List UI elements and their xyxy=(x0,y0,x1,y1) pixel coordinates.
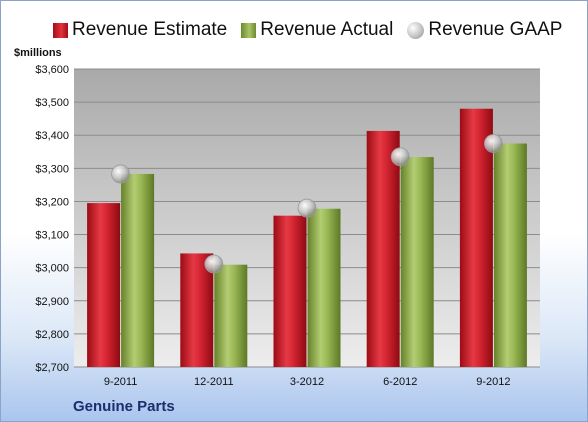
y-tick-label: $3,000 xyxy=(35,263,69,275)
y-tick-label: $2,700 xyxy=(35,362,69,374)
legend-label-gaap: Revenue GAAP xyxy=(428,19,563,40)
legend-label-estimate: Revenue Estimate xyxy=(72,19,228,40)
point-revenue-gaap xyxy=(297,198,317,218)
bar-revenue-actual xyxy=(400,157,434,367)
legend-swatch-gaap xyxy=(407,21,425,39)
y-tick-label: $2,900 xyxy=(35,296,69,308)
bar-revenue-actual xyxy=(493,143,527,367)
bar-revenue-estimate xyxy=(180,253,214,367)
bar-revenue-estimate xyxy=(366,130,400,367)
point-revenue-gaap xyxy=(390,147,410,167)
legend: Revenue Estimate Revenue Actual Revenue … xyxy=(53,18,576,42)
y-tick-label: $3,500 xyxy=(35,97,69,109)
y-tick-label: $3,400 xyxy=(35,130,69,142)
y-axis-unit-label: $millions xyxy=(14,47,62,59)
x-tick-label: 3-2012 xyxy=(290,376,324,388)
x-tick-label: 9-2012 xyxy=(476,376,510,388)
y-tick-label: $2,800 xyxy=(35,329,69,341)
y-tick-label: $3,100 xyxy=(35,230,69,242)
legend-item-estimate: Revenue Estimate xyxy=(53,19,227,41)
legend-item-actual: Revenue Actual xyxy=(241,19,393,41)
legend-label-actual: Revenue Actual xyxy=(260,19,394,40)
point-revenue-gaap xyxy=(204,254,224,274)
x-tick-label: 6-2012 xyxy=(383,376,417,388)
bar-revenue-estimate xyxy=(273,215,307,367)
company-name: Genuine Parts xyxy=(73,398,175,415)
y-tick-label: $3,300 xyxy=(35,163,69,175)
bar-revenue-actual xyxy=(121,173,155,367)
legend-item-gaap: Revenue GAAP xyxy=(407,19,562,41)
y-tick-label: $3,200 xyxy=(35,196,69,208)
bar-revenue-estimate xyxy=(459,108,493,367)
x-tick-label: 12-2011 xyxy=(194,376,234,388)
bar-revenue-actual xyxy=(307,208,341,367)
point-revenue-gaap xyxy=(111,164,130,184)
point-revenue-gaap xyxy=(483,134,503,153)
legend-swatch-estimate xyxy=(53,22,68,38)
legend-swatch-actual xyxy=(241,22,257,38)
bar-revenue-actual xyxy=(214,264,248,367)
y-tick-label: $3,600 xyxy=(35,64,69,76)
bar-revenue-estimate xyxy=(87,203,121,367)
x-tick-label: 9-2011 xyxy=(104,376,137,388)
